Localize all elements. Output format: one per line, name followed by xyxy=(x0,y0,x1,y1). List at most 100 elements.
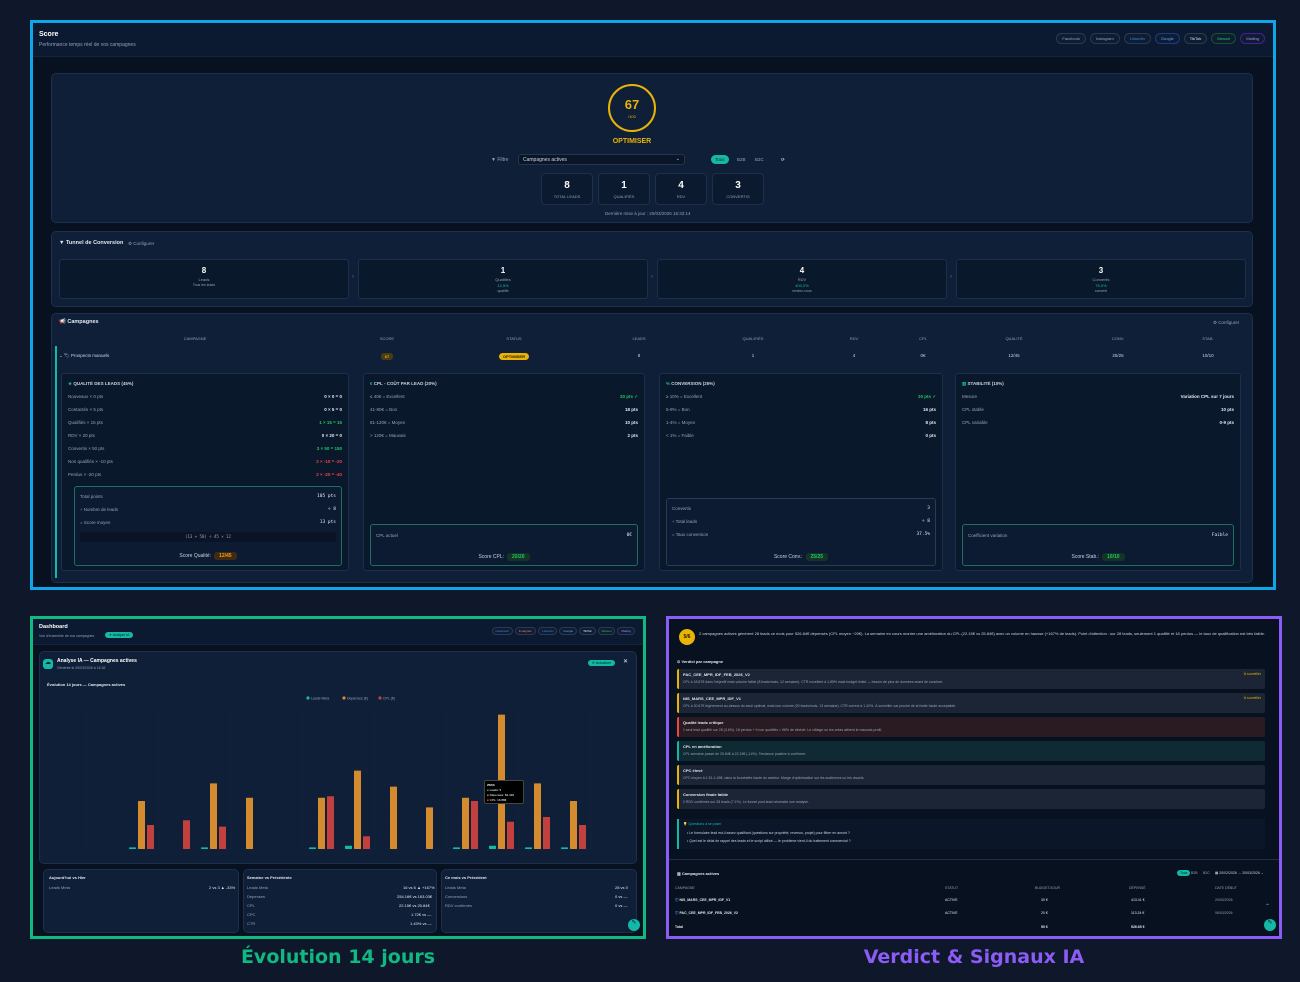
source-google[interactable]: Google xyxy=(1154,33,1180,44)
dashboard-subtitle: Vue d'ensemble de vos campagnes xyxy=(39,634,95,638)
week-label: Leads Meta xyxy=(247,885,268,890)
verdict-card-text: CPL semaine passé de 25.84€ à 22.15€ (-1… xyxy=(683,752,806,756)
source-instagram[interactable]: Instagram xyxy=(514,627,537,635)
robot-icon: ☁ xyxy=(43,659,53,669)
campaign-row-name[interactable]: ⌄ 🏷 Prospects manuels xyxy=(59,353,110,358)
bar-leads xyxy=(561,847,568,849)
campaigns-configure-button[interactable]: ⚙ Configurer xyxy=(1213,320,1240,325)
campaign-filter-select[interactable]: Campagnes actives ⌄ xyxy=(518,154,685,165)
funnel-step-sub: converti xyxy=(1094,289,1108,293)
source-facebook[interactable]: Facebook xyxy=(491,627,513,635)
bar-leads xyxy=(345,845,352,849)
stability-title: ▥ STABILITÉ (10%) xyxy=(962,381,1004,387)
source-facebook[interactable]: Facebook xyxy=(1056,33,1086,44)
table-filter-b2c[interactable]: B2C xyxy=(1203,871,1210,875)
verdict-section-text: Verdict par campagne xyxy=(681,659,724,664)
row-spent: 413.41 € xyxy=(1131,898,1145,902)
cpl-row: 81-120€ = Moyen 10 pts xyxy=(370,420,638,430)
stat-value: 1 xyxy=(621,180,627,191)
table-filter-tous[interactable]: Tous xyxy=(1177,870,1191,876)
filter-label-text: Filtre xyxy=(497,157,509,163)
segment-b2c[interactable]: B2C xyxy=(755,157,764,162)
stat-label: CONVERTIS xyxy=(726,194,750,199)
quality-row-label: Perdus × -20 pts xyxy=(68,472,102,477)
stability-detail: ▥ STABILITÉ (10%) Mesure Variation CPL su… xyxy=(955,373,1241,571)
col-leads: LEADS xyxy=(632,336,646,341)
source-linkedin[interactable]: LinkedIn xyxy=(538,627,558,635)
conversion-row-value: 20 pts ✓ xyxy=(917,394,936,399)
date-range-text: 20/02/2026 → 20/03/2026 xyxy=(1219,871,1260,875)
source-mailing[interactable]: Mailing xyxy=(1240,33,1265,44)
funnel-step-percent: 75,0% xyxy=(1095,283,1107,288)
verdict-summary: 2 campagnes actives génèrent 28 leads ce… xyxy=(699,631,1265,636)
chat-icon[interactable]: ✎ xyxy=(628,919,640,931)
cpl-current: CPL actuel 0€ xyxy=(376,533,632,538)
refresh-icon[interactable]: ⟳ xyxy=(781,157,785,162)
funnel-configure-button[interactable]: ⚙ Configurer xyxy=(128,241,155,246)
close-icon[interactable]: ✕ xyxy=(623,659,629,665)
source-mailing[interactable]: Mailing xyxy=(617,627,635,635)
conv-label: = Taux conversion xyxy=(672,532,709,537)
refresh-button[interactable]: ⟳ Actualiser xyxy=(588,660,616,666)
table-row-campaign[interactable]: ⓕ NIS_MARS_CEE_MPR_IDF_V1 xyxy=(675,898,731,902)
average-value: 13 pts xyxy=(319,520,336,525)
stat-label: RDV xyxy=(676,194,686,199)
week-label: CTR xyxy=(247,921,256,926)
th-campagne: CAMPAGNE xyxy=(675,886,695,890)
divider-value: ÷ 8 xyxy=(327,507,336,512)
funnel-step-qualifies: 1 Qualifiés 12,5% qualifié xyxy=(358,259,648,299)
verdict-screenshot: 5/6 2 campagnes actives génèrent 28 lead… xyxy=(666,616,1282,939)
table-filter-b2b[interactable]: B2B xyxy=(1191,871,1198,875)
ai-analysis-button[interactable]: ✦ Analyse IA xyxy=(105,632,134,638)
table-row-campaign[interactable]: ⓕ PAC_CEE_MPR_IDF_FEB_2026_V2 xyxy=(675,911,738,915)
source-manuel[interactable]: Manuel xyxy=(1211,33,1237,44)
chart-title: Évolution 14 jours — Campagnes actives xyxy=(47,682,126,687)
conversion-row: ≥ 10% = Excellent 20 pts ✓ xyxy=(666,394,936,404)
source-google[interactable]: Google xyxy=(559,627,578,635)
week-value: 1.72€ vs — xyxy=(411,912,432,917)
chat-icon[interactable]: ✎ xyxy=(1264,919,1276,931)
bar-spend xyxy=(570,801,577,849)
ai-analysis-label: Analyse IA xyxy=(112,633,130,637)
source-tiktok[interactable]: TikTok xyxy=(579,627,596,635)
question-item: • Le formulaire lead est-il assez qualif… xyxy=(687,831,850,835)
source-tiktok[interactable]: TikTok xyxy=(1183,33,1208,44)
col-cpl: CPL xyxy=(919,336,927,341)
verdict-card-text: CPC moyen à 1.51-1.45€, dans la fourchet… xyxy=(683,776,865,780)
status-badge: OPTIMISER xyxy=(498,353,529,360)
conversion-row-value: 0 pts xyxy=(925,433,936,438)
cpl-row-value: 10 pts xyxy=(624,420,638,425)
verdict-card: PAC_CEE_MPR_IDF_FEB_2026_V2 CPL à 18.87€ … xyxy=(677,669,1265,689)
legend-swatch xyxy=(342,696,346,700)
quality-row-label: Non qualifiés × -10 pts xyxy=(68,459,113,464)
cpl-summary: CPL actuel 0€ Score CPL: 20/20 xyxy=(370,524,638,566)
week-label: CPL xyxy=(247,903,255,908)
question-text: Le formulaire lead est-il assez qualifia… xyxy=(689,831,850,835)
questions-title-text: Questions à se poser xyxy=(688,822,722,826)
funnel-step-leads: 8 Leads Tous les leads xyxy=(59,259,349,299)
source-instagram[interactable]: Instagram xyxy=(1089,33,1120,44)
verdict-score-badge: 5/6 xyxy=(679,629,695,645)
verdict-card-title: NIS_MARS_CEE_MPR_IDF_V1 xyxy=(683,696,742,701)
score-label: Score Qualité: xyxy=(179,553,212,559)
today-card xyxy=(43,869,239,933)
conversion-row: 1-4% = Moyen 8 pts xyxy=(666,420,936,430)
bar-cpl xyxy=(543,817,550,849)
funnel-step-convertis: 3 Convertis 75,0% converti xyxy=(956,259,1246,299)
source-manuel[interactable]: Manuel xyxy=(597,627,616,635)
chevron-up-icon[interactable]: ⌃ xyxy=(1265,904,1271,910)
segment-tous[interactable]: Tous xyxy=(711,155,729,164)
date-range-picker[interactable]: ▦ 20/02/2026 → 20/03/2026 ⌄ xyxy=(1215,871,1264,875)
conversion-row-label: < 1% = Faible xyxy=(666,433,694,438)
campaign-row-leads: 8 xyxy=(637,353,641,358)
verdict-card-title: CPL en amélioration xyxy=(683,744,722,749)
campaigns-table-title-text: Campagnes actives xyxy=(681,871,720,876)
quality-row-label: Convertis × 50 pts xyxy=(68,446,105,451)
funnel-title: ▼ Tunnel de Conversion xyxy=(59,240,124,246)
segment-b2b[interactable]: B2B xyxy=(737,157,746,162)
funnel-step-label: Leads xyxy=(198,277,210,282)
source-linkedin[interactable]: LinkedIn xyxy=(1123,33,1151,44)
verdict-card-title: PAC_CEE_MPR_IDF_FEB_2026_V2 xyxy=(683,672,750,677)
verdict-card: Conversion finale faible 2 RDV confirmés … xyxy=(677,789,1265,809)
quality-row-value: 1 × 15 = 15 xyxy=(319,420,342,425)
